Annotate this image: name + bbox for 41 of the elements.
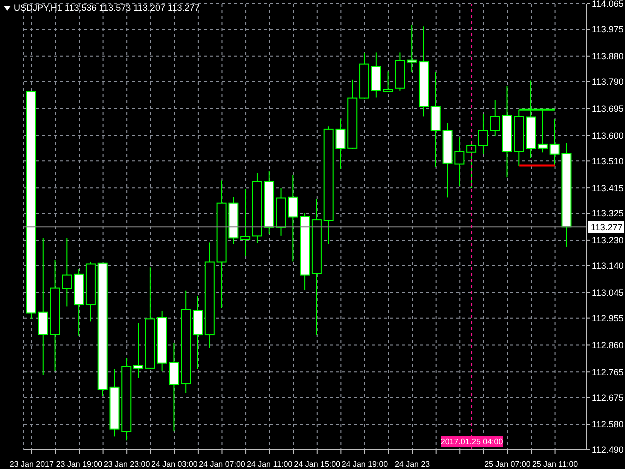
x-tick-label: 24 Jan 03:00	[152, 460, 198, 469]
x-tick-label: 25 Jan 11:00	[532, 460, 579, 469]
candlestick	[383, 71, 394, 93]
candlestick	[430, 72, 441, 168]
y-tick-label: 113.975	[592, 24, 624, 35]
chart-title: USDJPY,H1 113.536 113.573 113.207 113.277	[14, 3, 200, 13]
y-tick-label: 113.415	[592, 183, 624, 194]
y-tick-label: 113.510	[592, 156, 624, 166]
y-tick-label: 113.325	[592, 208, 624, 219]
ref-line-label: 113.277	[591, 222, 623, 233]
y-tick-label: 113.230	[592, 236, 624, 246]
y-tick-label: 112.490	[592, 445, 624, 456]
y-tick-label: 113.600	[592, 130, 624, 141]
x-tick-label: 23 Jan 19:00	[56, 460, 104, 469]
ref-line-label: 2017.01.25 04:00	[440, 438, 504, 446]
candlestick	[490, 99, 500, 138]
candlestick	[466, 142, 477, 189]
y-tick-label: 113.880	[592, 52, 624, 62]
x-tick-label: 25 Jan 07:00	[484, 460, 532, 469]
y-tick-label: 113.790	[592, 77, 624, 88]
y-tick-label: 112.860	[592, 340, 624, 350]
y-tick-label: 114.065	[592, 0, 624, 10]
x-tick-label: 24 Jan 23	[394, 460, 431, 469]
x-tick-label: 24 Jan 07:00	[199, 460, 246, 469]
candlestick	[478, 114, 488, 155]
y-tick-label: 112.580	[592, 420, 624, 430]
x-tick-label: 24 Jan 15:00	[294, 460, 342, 469]
y-tick-label: 113.140	[592, 261, 624, 272]
y-tick-label: 112.765	[592, 367, 624, 378]
y-tick-label: 113.695	[592, 104, 624, 114]
x-tick-label: 23 Jan 23:00	[104, 460, 151, 469]
x-tick-label: 24 Jan 11:00	[246, 460, 294, 469]
candlestick	[134, 322, 144, 379]
candlestick	[240, 188, 251, 257]
x-tick-label: 23 Jan 2017	[10, 460, 54, 469]
candlestick	[38, 238, 48, 376]
y-tick-label: 113.045	[592, 288, 624, 298]
x-tick-label: 24 Jan 19:00	[342, 460, 389, 469]
y-tick-label: 112.955	[592, 314, 624, 324]
y-tick-label: 112.675	[592, 392, 624, 403]
candlestick	[407, 24, 418, 74]
